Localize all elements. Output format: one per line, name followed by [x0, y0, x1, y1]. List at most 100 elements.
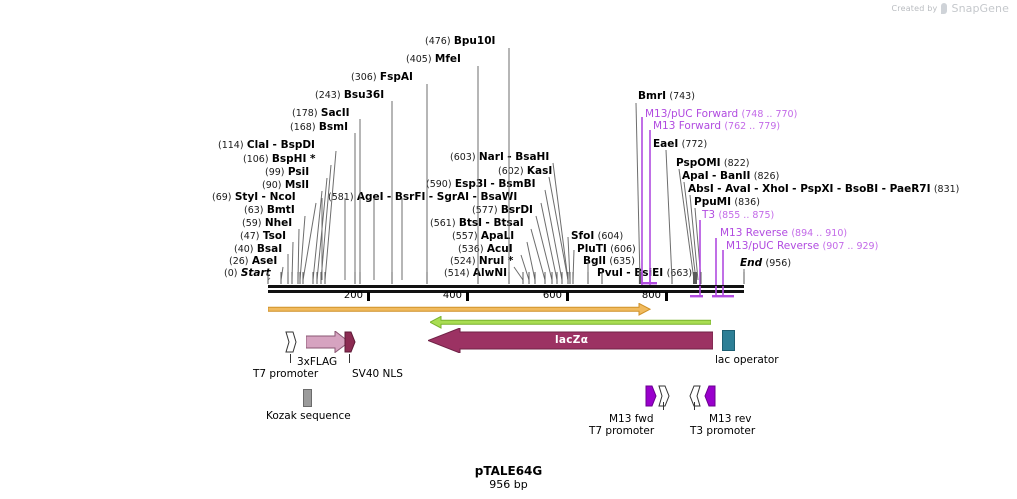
enzyme-label-pspomi[interactable]: PspOMI (822) — [676, 158, 749, 170]
t7-promoter-arrow[interactable] — [285, 331, 297, 357]
enzyme-name: SfoI — [571, 230, 595, 242]
enzyme-label-asei[interactable]: (26) AseI — [229, 256, 277, 268]
enzyme-name: BanII — [720, 170, 751, 182]
enzyme-label-bsrdi[interactable]: (577) BsrDI — [472, 205, 533, 217]
enzyme-label-pvui[interactable]: PvuI - BsiEI (663) — [597, 268, 692, 280]
enzyme-label-ppumi[interactable]: PpuMI (836) — [694, 197, 760, 209]
enzyme-position: (40) — [234, 244, 254, 255]
ruler-label-600: 600 — [542, 290, 562, 301]
primer-footprints — [690, 286, 734, 298]
enzyme-separator: - — [754, 183, 763, 195]
enzyme-label-apali[interactable]: (557) ApaLI — [452, 231, 514, 243]
t7-promoter-2-arrow[interactable] — [658, 385, 670, 411]
enzyme-position: (0) — [224, 268, 238, 279]
enzyme-label-bsai[interactable]: (40) BsaI — [234, 244, 282, 256]
enzyme-position: (243) — [315, 90, 341, 101]
enzyme-label-acui[interactable]: (536) AcuI — [458, 244, 513, 256]
primer-label-m13-forward[interactable]: M13 Forward (762 .. 779) — [653, 121, 780, 133]
enzyme-label-psii[interactable]: (99) PsiI — [265, 167, 309, 179]
3xflag-arrow[interactable] — [305, 329, 350, 357]
enzyme-name: PspXI — [800, 183, 834, 195]
enzyme-label-sacii[interactable]: (178) SacII — [292, 108, 350, 120]
enzyme-position: (524) — [450, 256, 476, 267]
lacz-alpha-label: lacZα — [555, 334, 589, 346]
enzyme-name: NarI — [478, 151, 504, 163]
enzyme-name: ApaLI — [480, 230, 515, 242]
enzyme-name: NcoI — [269, 191, 296, 203]
enzyme-name: TsoI — [262, 230, 286, 242]
orange-feature-arrow[interactable] — [268, 303, 651, 316]
enzyme-separator: - — [626, 267, 635, 279]
enzyme-position: (514) — [444, 268, 470, 279]
enzyme-separator: - — [490, 178, 499, 190]
primer-label-m13puc-forward[interactable]: M13/pUC Forward (748 .. 770) — [645, 109, 797, 121]
m13-rev-arrow[interactable] — [704, 385, 716, 411]
enzyme-label-bsmi[interactable]: (168) BsmI — [290, 122, 348, 134]
t3-promoter-tick — [694, 402, 695, 410]
enzyme-position: (557) — [452, 231, 478, 242]
enzyme-label-apai[interactable]: ApaI - BanII (826) — [682, 171, 779, 183]
primer-label-m13puc-reverse[interactable]: M13/pUC Reverse (907 .. 929) — [726, 241, 878, 253]
primer-label-m13-reverse[interactable]: M13 Reverse (894 .. 910) — [720, 228, 847, 240]
primer-label-t3[interactable]: T3 (855 .. 875) — [702, 210, 774, 222]
lac-operator-box[interactable] — [722, 330, 735, 351]
enzyme-label-styi[interactable]: (69) StyI - NcoI — [212, 192, 296, 204]
enzyme-label-bsphi[interactable]: (106) BspHI * — [243, 154, 316, 166]
enzyme-label-pluti[interactable]: PluTI (606) — [577, 244, 636, 256]
enzyme-label-fspai[interactable]: (306) FspAI — [351, 72, 413, 84]
enzyme-label-nhei[interactable]: (59) NheI — [242, 218, 292, 230]
enzyme-label-eaei[interactable]: EaeI (772) — [653, 139, 707, 151]
ruler-bar-bottom — [268, 290, 744, 293]
enzyme-label-sfoi[interactable]: SfoI (604) — [571, 231, 623, 243]
enzyme-name: BsaWI — [480, 191, 518, 203]
enzyme-position: (114) — [218, 140, 244, 151]
primer-range: (907 .. 929) — [822, 241, 879, 252]
m13-rev-label: M13 rev — [709, 413, 752, 425]
enzyme-label-bpu10i[interactable]: (476) Bpu10I — [425, 36, 495, 48]
enzyme-position: (47) — [240, 231, 260, 242]
kozak-sequence-box[interactable] — [303, 389, 312, 407]
enzyme-position: (663) — [666, 268, 693, 279]
enzyme-label-start[interactable]: (0) Start — [224, 268, 271, 280]
sv40-nls-tick — [349, 354, 350, 363]
enzyme-name: AbsI — [688, 183, 714, 195]
enzyme-label-end[interactable]: End (956) — [740, 258, 791, 270]
sequence-ruler[interactable]: 200 400 600 800 — [0, 0, 1017, 310]
enzyme-label-alwni[interactable]: (514) AlwNI — [444, 268, 507, 280]
enzyme-label-bsu36i[interactable]: (243) Bsu36I — [315, 90, 384, 102]
enzyme-name: NruI * — [478, 255, 514, 267]
enzyme-separator: - — [717, 183, 726, 195]
enzyme-position: (69) — [212, 192, 232, 203]
green-feature-arrow[interactable] — [430, 316, 711, 329]
enzyme-label-bmri[interactable]: BmrI (743) — [638, 91, 695, 103]
ruler-label-400: 400 — [442, 290, 462, 301]
enzyme-label-nrui[interactable]: (524) NruI * — [450, 256, 513, 268]
plasmid-name: pTALE64G — [474, 464, 543, 478]
enzyme-separator: - — [386, 191, 395, 203]
enzyme-label-esp3i[interactable]: (590) Esp3I - BsmBI — [426, 179, 536, 191]
enzyme-label-agei[interactable]: (581) AgeI - BsrFI - SgrAI - BsaWI — [328, 192, 517, 204]
lacz-alpha-arrow[interactable] — [428, 328, 713, 353]
kozak-sequence-label: Kozak sequence — [266, 410, 351, 422]
enzyme-position: (26) — [229, 256, 249, 267]
t3-promoter-arrow[interactable] — [689, 385, 701, 411]
enzyme-label-absi[interactable]: AbsI - AvaI - XhoI - PspXI - BsoBI - Pae… — [688, 184, 959, 196]
m13-fwd-arrow[interactable] — [645, 385, 657, 411]
lac-operator-label: lac operator — [715, 354, 779, 366]
sv40-nls-arrow[interactable] — [344, 331, 356, 357]
enzyme-label-bgli[interactable]: BglI (635) — [583, 256, 635, 268]
enzyme-position: (603) — [450, 152, 476, 163]
enzyme-label-msli[interactable]: (90) MslI — [262, 180, 309, 192]
enzyme-label-kasi[interactable]: (602) KasI — [498, 166, 552, 178]
enzyme-label-bmti[interactable]: (63) BmtI — [244, 205, 295, 217]
enzyme-label-clai[interactable]: (114) ClaI - BspDI — [218, 140, 315, 152]
enzyme-label-mfei[interactable]: (405) MfeI — [406, 54, 461, 66]
enzyme-name: BmtI — [266, 204, 295, 216]
primer-name: M13/pUC Reverse — [726, 240, 820, 252]
enzyme-name: PvuI — [597, 267, 623, 279]
enzyme-separator: - — [792, 183, 801, 195]
enzyme-position: (831) — [933, 184, 960, 195]
enzyme-label-tsoi[interactable]: (47) TsoI — [240, 231, 286, 243]
snapgene-credit: Created by SnapGene — [891, 2, 1009, 15]
enzyme-name: ApaI — [682, 170, 709, 182]
